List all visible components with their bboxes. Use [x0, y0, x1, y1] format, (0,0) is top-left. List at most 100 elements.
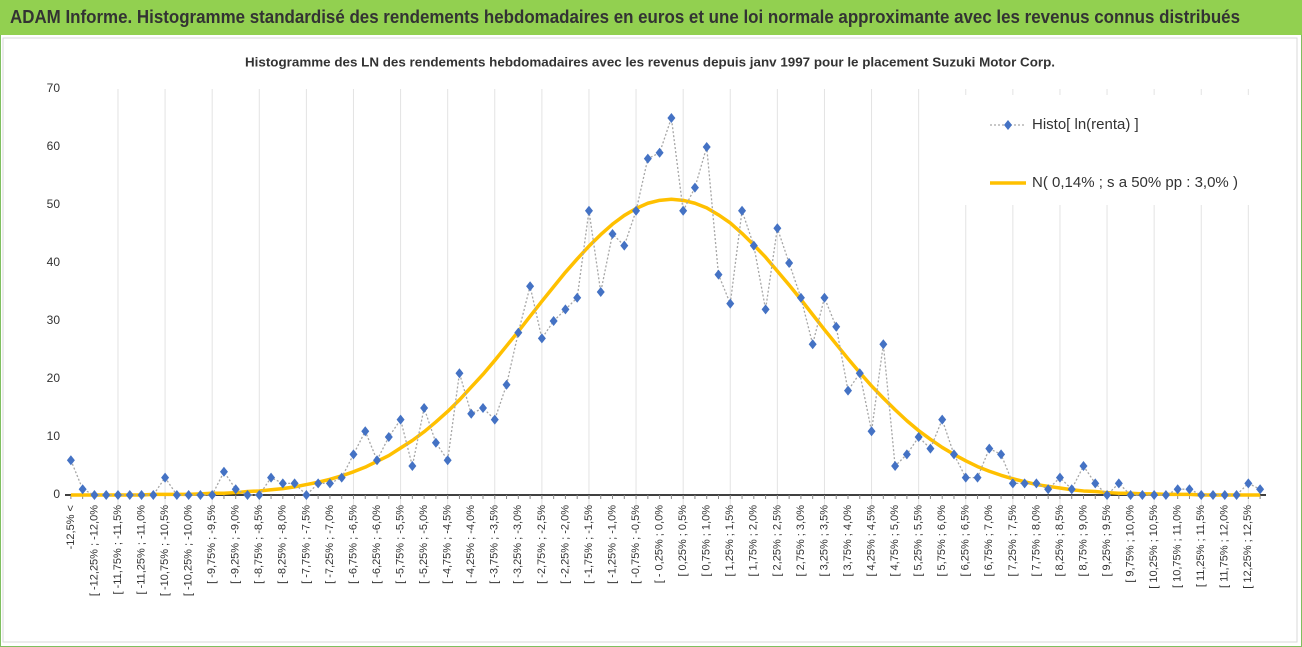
marker [396, 414, 405, 425]
marker [490, 414, 499, 425]
marker [914, 432, 923, 442]
x-tick-label: [ -11,75% ; -11,5% [112, 505, 124, 595]
marker [938, 414, 947, 425]
y-tick-label: 10 [47, 429, 61, 443]
marker [773, 223, 782, 234]
marker [1197, 490, 1206, 500]
y-tick-label: 0 [53, 487, 60, 501]
x-tick-label: [ -5,25% ; -5,0% [418, 505, 430, 584]
marker [1044, 484, 1053, 495]
marker [785, 258, 794, 268]
chart-title: Histogramme des LN des rendements hebdom… [245, 54, 1055, 69]
x-tick-label: [ -8,75% ; -8,5% [253, 505, 265, 584]
chart-border [2, 37, 1298, 643]
marker [361, 426, 370, 437]
x-tick-label: [ 9,75% ; 10,0% [1124, 505, 1136, 583]
x-tick-label: [ 1,75% ; 2,0% [748, 505, 760, 577]
marker [985, 443, 994, 454]
x-tick-label: [ 3,75% ; 4,0% [842, 505, 854, 577]
marker [632, 205, 641, 216]
x-tick-label: -12,5% < [65, 505, 77, 549]
y-tick-label: 50 [47, 197, 61, 211]
marker [66, 455, 75, 466]
marker [1256, 484, 1265, 495]
marker [926, 443, 935, 454]
marker [1161, 490, 1170, 500]
marker [761, 304, 770, 315]
marker [408, 461, 417, 471]
x-tick-label: [ -1,25% ; -1,0% [606, 505, 618, 584]
y-tick-label: 30 [47, 313, 61, 327]
x-tick-label: [ 1,25% ; 1,5% [724, 505, 736, 577]
marker [161, 472, 170, 483]
marker [349, 449, 358, 460]
x-tick-label: [ 8,25% ; 8,5% [1054, 505, 1066, 577]
marker [902, 449, 911, 460]
marker [102, 490, 111, 500]
header-title: ADAM Informe. Histogramme standardisé de… [10, 7, 1240, 27]
marker [137, 490, 146, 500]
x-tick-label: [ 12,25% ; 12,5% [1242, 505, 1254, 589]
marker [243, 490, 252, 500]
marker [455, 368, 464, 379]
y-tick-label: 70 [47, 81, 61, 95]
marker [667, 113, 676, 123]
marker [832, 321, 841, 332]
marker [1173, 484, 1182, 495]
marker [1126, 490, 1135, 500]
marker [738, 205, 747, 216]
header-bar [0, 0, 1302, 35]
marker [867, 426, 876, 437]
x-tick-label: [ 4,25% ; 4,5% [865, 505, 877, 577]
marker [325, 478, 334, 489]
x-tick-label: [ -12,25% ; -12,0% [88, 505, 100, 596]
marker [620, 240, 629, 251]
x-tick-label: [ -4,25% ; -4,0% [465, 505, 477, 584]
x-tick-label: [ -2,25% ; -2,0% [559, 505, 571, 584]
legend-label: N( 0,14% ; s a 50% pp : 3,0% ) [1032, 174, 1238, 191]
marker [702, 142, 711, 152]
marker [514, 327, 523, 338]
marker [502, 379, 511, 390]
marker [149, 490, 158, 500]
marker [796, 292, 805, 303]
marker [1091, 478, 1100, 489]
marker [90, 490, 99, 500]
x-tick-label: [ 4,75% ; 5,0% [889, 505, 901, 577]
x-tick-label: [ -0,75% ; -0,5% [630, 505, 642, 584]
x-tick-label: [ -7,75% ; -7,5% [300, 505, 312, 584]
marker [478, 403, 487, 413]
marker [1020, 478, 1029, 489]
x-tick-label: [ 8,75% ; 9,0% [1077, 505, 1089, 577]
marker [1008, 478, 1017, 489]
x-tick-label: [ 6,75% ; 7,0% [983, 505, 995, 577]
marker [1055, 472, 1064, 483]
x-tick-label: [ -9,75% ; -9,5% [206, 505, 218, 584]
x-tick-label: [ -5,75% ; -5,5% [394, 505, 406, 584]
marker [1114, 478, 1123, 489]
x-tick-label: [ 11,25% ; 11,5% [1195, 505, 1207, 587]
x-tick-label: [ -4,75% ; -4,5% [442, 505, 454, 584]
marker [584, 205, 593, 216]
marker [561, 304, 570, 315]
marker [184, 490, 193, 500]
x-tick-label: [ - 0,25% ; 0,0% [654, 505, 666, 583]
marker [467, 408, 476, 419]
x-tick-label: [ 10,25% ; 10,5% [1148, 505, 1160, 589]
marker [384, 432, 393, 442]
marker [549, 316, 558, 326]
legend-label: Histo[ ln(renta) ] [1032, 116, 1139, 133]
x-tick-label: [ -6,75% ; -6,5% [347, 505, 359, 584]
marker [690, 182, 699, 193]
y-tick-label: 60 [47, 139, 61, 153]
marker [655, 147, 664, 158]
marker [961, 472, 970, 483]
marker [820, 292, 829, 303]
x-tick-label: [ 7,75% ; 8,0% [1030, 505, 1042, 577]
x-tick-label: [ -3,75% ; -3,5% [489, 505, 501, 584]
marker [1138, 490, 1147, 500]
marker [125, 490, 134, 500]
marker [1067, 484, 1076, 495]
x-tick-label: [ -8,25% ; -8,0% [277, 505, 289, 584]
x-tick-label: [ -10,25% ; -10,0% [183, 505, 195, 596]
